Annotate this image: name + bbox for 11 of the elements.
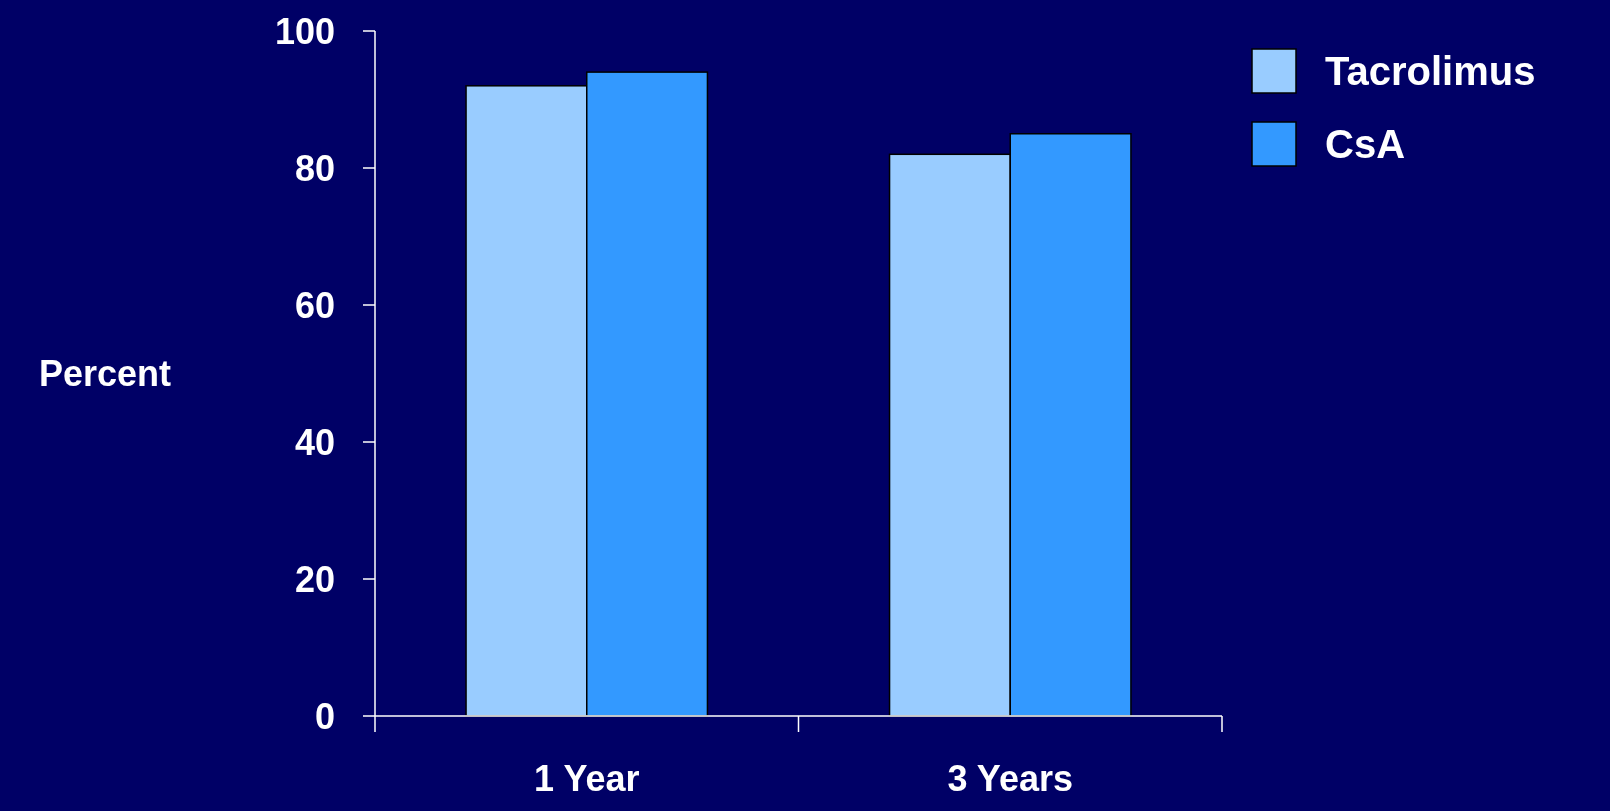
y-tick-label: 20 <box>294 558 335 600</box>
legend-label: Tacrolimus <box>1325 49 1536 93</box>
y-axis-title: Percent <box>38 353 172 395</box>
x-tick-label: 1 Year <box>534 758 640 799</box>
legend-label: CsA <box>1325 122 1406 166</box>
y-tick-label: 80 <box>294 147 335 189</box>
x-tick-label: 3 Years <box>947 758 1073 799</box>
y-tick-label: 0 <box>314 695 335 737</box>
y-tick-label: 60 <box>294 284 335 326</box>
y-tick-label: 100 <box>274 10 335 52</box>
y-tick-label: 40 <box>294 421 335 463</box>
